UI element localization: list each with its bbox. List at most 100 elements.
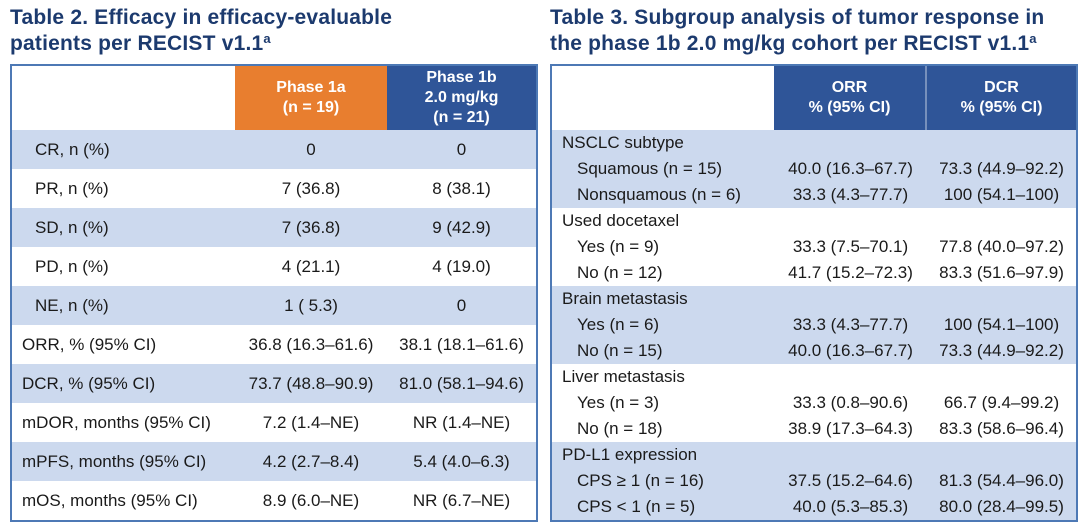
table3-header-orr: ORR % (95% CI) — [774, 66, 927, 130]
table2-title-line1: Table 2. Efficacy in efficacy-evaluable — [10, 6, 393, 29]
orr-header-line2: % (95% CI) — [808, 99, 891, 116]
table-row: No (n = 15) 40.0 (16.3–67.7) 73.3 (44.9–92… — [552, 338, 1076, 364]
orr-value: 33.3 (4.3–77.7) — [792, 315, 909, 334]
row-label: No (n = 12) — [577, 263, 663, 282]
table-row: PD, n (%) 4 (21.1) 4 (19.0) — [12, 247, 536, 286]
row-label: Squamous (n = 15) — [577, 159, 723, 178]
dcr-header-line1: DCR — [984, 79, 1019, 96]
table2-header-phase1a: Phase 1a (n = 19) — [235, 66, 387, 130]
table-row: Yes (n = 3) 33.3 (0.8–90.6) 66.7 (9.4–99.2… — [552, 390, 1076, 416]
row-label: ORR, % (95% CI) — [22, 334, 157, 354]
table-row: ORR, % (95% CI) 36.8 (16.3–61.6) 38.1 (18.… — [12, 325, 536, 364]
phase1b-header-line1: Phase 1b — [426, 69, 497, 86]
row-label: NE, n (%) — [35, 295, 109, 315]
group-header-row: NSCLC subtype — [552, 130, 1076, 156]
table2-title: Table 2. Efficacy in efficacy-evaluable … — [10, 5, 392, 59]
table3-body: NSCLC subtype Squamous (n = 15) 40.0 (16.… — [552, 130, 1076, 520]
row-label: No (n = 15) — [577, 341, 663, 360]
table-row: Yes (n = 6) 33.3 (4.3–77.7) 100 (54.1–100) — [552, 312, 1076, 338]
dcr-value: 100 (54.1–100) — [943, 315, 1060, 334]
group-label: NSCLC subtype — [562, 133, 684, 152]
table-row: NE, n (%) 1 ( 5.3) 0 — [12, 286, 536, 325]
table-row: mPFS, months (95% CI) 4.2 (2.7–8.4) 5.4 (4… — [12, 442, 536, 481]
table-row: CR, n (%) 0 0 — [12, 130, 536, 169]
phase1b-value: 5.4 (4.0–6.3) — [413, 451, 510, 471]
row-label: CR, n (%) — [35, 139, 110, 159]
phase1a-value: 36.8 (16.3–61.6) — [248, 334, 374, 354]
row-label: PR, n (%) — [35, 178, 109, 198]
row-label: Yes (n = 6) — [577, 315, 660, 334]
table-row: Yes (n = 9) 33.3 (7.5–70.1) 77.8 (40.0–97.… — [552, 234, 1076, 260]
phase1a-value: 1 ( 5.3) — [284, 295, 338, 315]
phase1b-header-line2: 2.0 mg/kg — [424, 89, 499, 106]
phase1b-value: 0 — [456, 295, 467, 315]
group-label: Liver metastasis — [562, 367, 685, 386]
dcr-value: 81.3 (54.4–96.0) — [939, 471, 1064, 490]
orr-value: 40.0 (16.3–67.7) — [788, 341, 913, 360]
phase1b-header-line3: (n = 21) — [433, 109, 490, 126]
table3: ORR % (95% CI) DCR % (95% CI) NSCLC subt… — [550, 64, 1078, 522]
orr-value: 33.3 (0.8–90.6) — [792, 393, 909, 412]
table-row: mDOR, months (95% CI) 7.2 (1.4–NE) NR (1.4… — [12, 403, 536, 442]
orr-value: 33.3 (7.5–70.1) — [792, 237, 909, 256]
orr-value: 41.7 (15.2–72.3) — [788, 263, 913, 282]
table-row: No (n = 12) 41.7 (15.2–72.3) 83.3 (51.6–97… — [552, 260, 1076, 286]
phase1a-header-line2: (n = 19) — [282, 99, 340, 116]
table2-header-row: Phase 1a (n = 19) Phase 1b 2.0 mg/kg (n … — [12, 66, 536, 130]
row-label: CPS ≥ 1 (n = 16) — [577, 471, 704, 490]
phase1b-value: 38.1 (18.1–61.6) — [399, 334, 524, 354]
orr-value: 40.0 (5.3–85.3) — [792, 497, 909, 516]
phase1b-value: 0 — [456, 139, 467, 159]
dcr-value: 77.8 (40.0–97.2) — [939, 237, 1064, 256]
phase1a-value: 0 — [306, 139, 316, 159]
table-row: mOS, months (95% CI) 8.9 (6.0–NE) NR (6.7–… — [12, 481, 536, 520]
table3-header-dcr: DCR % (95% CI) — [927, 66, 1076, 130]
phase1a-value: 7.2 (1.4–NE) — [262, 412, 360, 432]
table2: Phase 1a (n = 19) Phase 1b 2.0 mg/kg (n … — [10, 64, 538, 522]
row-label: DCR, % (95% CI) — [22, 373, 156, 393]
orr-value: 33.3 (4.3–77.7) — [792, 185, 909, 204]
orr-header-line1: ORR — [831, 79, 868, 96]
table-row: SD, n (%) 7 (36.8) 9 (42.9) — [12, 208, 536, 247]
row-label: SD, n (%) — [35, 217, 109, 237]
phase1a-value: 8.9 (6.0–NE) — [262, 490, 360, 510]
row-label: CPS < 1 (n = 5) — [577, 497, 696, 516]
row-label: Nonsquamous (n = 6) — [577, 185, 741, 204]
dcr-value: 83.3 (58.6–96.4) — [939, 419, 1064, 438]
table3-header-row: ORR % (95% CI) DCR % (95% CI) — [552, 66, 1076, 130]
row-label: Yes (n = 3) — [577, 393, 660, 412]
row-label: No (n = 18) — [577, 419, 663, 438]
table-row: Squamous (n = 15) 40.0 (16.3–67.7) 73.3 (4… — [552, 156, 1076, 182]
group-header-row: Brain metastasis — [552, 286, 1076, 312]
group-label: Used docetaxel — [562, 211, 680, 230]
dcr-value: 73.3 (44.9–92.2) — [939, 341, 1064, 360]
group-label: Brain metastasis — [562, 289, 688, 308]
table-row: CPS < 1 (n = 5) 40.0 (5.3–85.3) 80.0 (28.4… — [552, 494, 1076, 520]
table-row: Nonsquamous (n = 6) 33.3 (4.3–77.7) 100 (5… — [552, 182, 1076, 208]
row-label: Yes (n = 9) — [577, 237, 660, 256]
group-header-row: Liver metastasis — [552, 364, 1076, 390]
table3-title-line2: the phase 1b 2.0 mg/kg cohort per RECIST… — [550, 32, 1030, 55]
table-row: DCR, % (95% CI) 73.7 (48.8–90.9) 81.0 (58.… — [12, 364, 536, 403]
phase1b-value: 9 (42.9) — [432, 217, 491, 237]
group-header-row: PD-L1 expression — [552, 442, 1076, 468]
orr-value: 40.0 (16.3–67.7) — [788, 159, 913, 178]
table2-title-footnote-marker: a — [263, 31, 271, 46]
phase1a-header-line1: Phase 1a — [276, 79, 346, 96]
row-label: PD, n (%) — [35, 256, 109, 276]
phase1b-value: 81.0 (58.1–94.6) — [399, 373, 524, 393]
phase1a-value: 7 (36.8) — [281, 178, 341, 198]
phase1a-value: 4.2 (2.7–8.4) — [262, 451, 360, 471]
table2-header-phase1b: Phase 1b 2.0 mg/kg (n = 21) — [387, 66, 536, 130]
dcr-value: 73.3 (44.9–92.2) — [939, 159, 1064, 178]
orr-value: 37.5 (15.2–64.6) — [788, 471, 913, 490]
phase1b-value: 4 (19.0) — [432, 256, 491, 276]
dcr-value: 66.7 (9.4–99.2) — [943, 393, 1060, 412]
phase1a-value: 7 (36.8) — [281, 217, 341, 237]
table2-body: CR, n (%) 0 0 PR, n (%) 7 (36.8) 8 (38.1) SD… — [12, 130, 536, 520]
table2-header-label-cell — [12, 66, 235, 130]
dcr-value: 80.0 (28.4–99.5) — [939, 497, 1064, 516]
dcr-value: 83.3 (51.6–97.9) — [939, 263, 1064, 282]
row-label: mPFS, months (95% CI) — [22, 451, 207, 471]
